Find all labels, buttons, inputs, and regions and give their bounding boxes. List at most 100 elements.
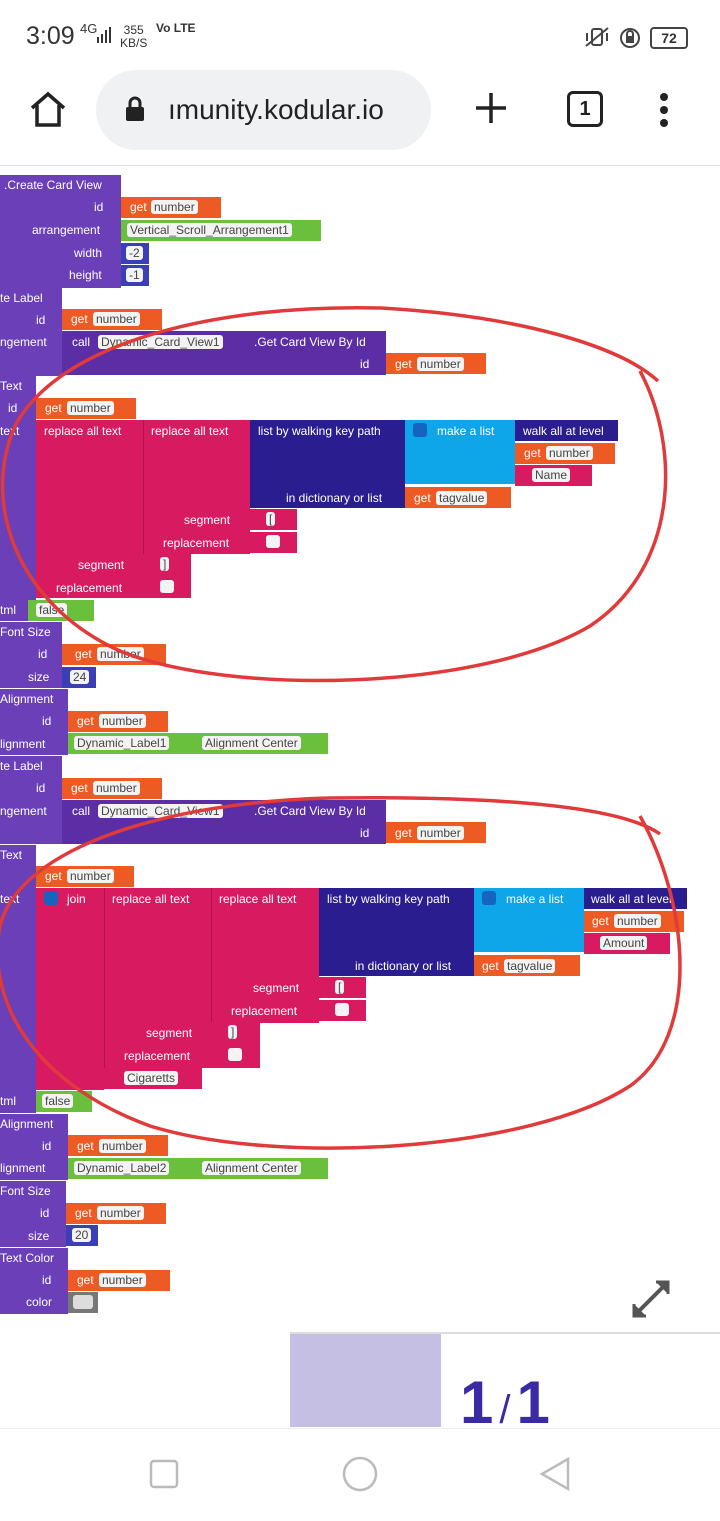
list-by-walking-block[interactable] <box>250 420 405 508</box>
set-text-block[interactable] <box>0 376 36 621</box>
create-label-block[interactable] <box>0 288 62 376</box>
block-title: .Create Card View <box>4 178 102 192</box>
string-field[interactable]: ] <box>228 1025 238 1039</box>
get-label: get <box>414 491 431 505</box>
number-field[interactable]: -2 <box>126 246 143 260</box>
browser-toolbar: ımunity.kodular.io 1 <box>0 70 720 166</box>
param-label: id <box>94 200 104 214</box>
block-label: walk all at level <box>591 892 672 906</box>
tab-switcher-button[interactable]: 1 <box>567 91 603 127</box>
block-title: Font Size <box>0 1184 51 1198</box>
string-field[interactable]: ] <box>160 557 170 571</box>
new-tab-icon[interactable] <box>474 91 508 130</box>
page-progress-bar <box>290 1334 441 1427</box>
number-field[interactable]: 24 <box>70 670 90 684</box>
variable-field[interactable]: number <box>614 914 661 928</box>
component-field[interactable]: Dynamic_Label1 <box>74 736 170 750</box>
option-field[interactable]: Alignment Center <box>202 736 301 750</box>
color-swatch[interactable] <box>73 1295 93 1309</box>
gear-icon[interactable] <box>482 891 496 905</box>
param-label: id <box>360 826 370 840</box>
param-label: size <box>28 1229 50 1243</box>
variable-field[interactable]: number <box>67 869 114 883</box>
variable-field[interactable]: tagvalue <box>504 959 556 973</box>
boolean-field[interactable]: false <box>42 1094 74 1108</box>
recent-apps-icon[interactable] <box>149 1459 179 1494</box>
param-label: id <box>42 1139 52 1153</box>
variable-field[interactable]: number <box>99 1273 146 1287</box>
string-field[interactable] <box>228 1048 242 1061</box>
variable-field[interactable]: number <box>67 401 114 415</box>
string-field[interactable] <box>160 580 174 593</box>
get-label: get <box>75 1206 92 1220</box>
component-field[interactable]: Vertical_Scroll_Arrangement1 <box>127 223 292 237</box>
expand-icon[interactable] <box>630 1278 672 1325</box>
list-by-walking-block[interactable] <box>319 888 474 976</box>
param-label: id <box>360 357 370 371</box>
block-label: replace all text <box>151 424 229 438</box>
component-field[interactable]: Dynamic_Card_View1 <box>98 335 223 349</box>
set-text-color-block[interactable] <box>0 1248 68 1314</box>
walk-all-block[interactable] <box>515 420 618 441</box>
param-label: color <box>26 1295 53 1309</box>
more-options-icon[interactable] <box>658 92 670 133</box>
variable-field[interactable]: number <box>99 1139 146 1153</box>
set-font-size-block[interactable] <box>0 1181 66 1247</box>
variable-field[interactable]: number <box>93 781 140 795</box>
replace-all-block[interactable] <box>211 888 319 1023</box>
set-font-size-block[interactable] <box>0 622 62 688</box>
get-label: get <box>130 200 147 214</box>
component-field[interactable]: Dynamic_Label2 <box>74 1161 170 1175</box>
variable-field[interactable]: number <box>417 826 464 840</box>
string-field[interactable]: [ <box>335 980 345 994</box>
variable-field[interactable]: number <box>546 446 593 460</box>
component-field[interactable]: Dynamic_Card_View1 <box>98 804 223 818</box>
home-nav-icon[interactable] <box>341 1455 379 1498</box>
gear-icon[interactable] <box>413 423 427 437</box>
param-label: segment <box>184 513 231 527</box>
variable-field[interactable]: number <box>97 1206 144 1220</box>
page-counter-text: 1/1 <box>460 1369 550 1436</box>
home-icon[interactable] <box>28 90 68 135</box>
block-label: in dictionary or list <box>355 959 452 973</box>
replace-all-block[interactable] <box>143 420 250 554</box>
block-title: Font Size <box>0 625 51 639</box>
create-card-view-block[interactable] <box>0 175 121 288</box>
string-field[interactable] <box>266 535 280 548</box>
variable-field[interactable]: number <box>97 647 144 661</box>
status-time: 3:09 <box>26 22 75 50</box>
block-label: replace all text <box>44 424 122 438</box>
variable-field[interactable]: number <box>417 357 464 371</box>
set-alignment-block[interactable] <box>0 1114 68 1180</box>
string-field[interactable] <box>335 1003 349 1016</box>
string-field[interactable]: Cigaretts <box>124 1071 179 1085</box>
join-block[interactable] <box>36 888 104 1090</box>
number-field[interactable]: 20 <box>72 1228 92 1242</box>
url-text[interactable]: ımunity.kodular.io <box>168 94 384 125</box>
back-icon[interactable] <box>538 1456 572 1497</box>
get-label: get <box>395 826 412 840</box>
gear-icon[interactable] <box>44 891 58 905</box>
blocks-workspace[interactable]: .Create Card View id arrangement width h… <box>0 166 720 1332</box>
variable-field[interactable]: tagvalue <box>436 491 488 505</box>
option-field[interactable]: Alignment Center <box>202 1161 301 1175</box>
variable-field[interactable]: number <box>93 312 140 326</box>
variable-field[interactable]: number <box>151 200 198 214</box>
boolean-field[interactable]: false <box>36 603 68 617</box>
get-label: get <box>77 1139 94 1153</box>
number-field[interactable]: -1 <box>126 268 143 282</box>
block-title: Text <box>0 379 23 393</box>
address-bar[interactable] <box>96 70 431 150</box>
set-alignment-block[interactable] <box>0 689 68 755</box>
get-label: get <box>71 781 88 795</box>
param-label: id <box>42 1273 52 1287</box>
walk-all-block[interactable] <box>584 888 687 909</box>
network-indicator: 4G <box>80 21 98 36</box>
string-field[interactable]: Name <box>532 468 571 482</box>
param-label: replacement <box>124 1049 191 1063</box>
string-field[interactable]: Amount <box>600 936 648 950</box>
string-field[interactable]: [ <box>266 512 276 526</box>
create-label-block[interactable] <box>0 756 62 844</box>
variable-field[interactable]: number <box>99 714 146 728</box>
call-label: call <box>72 335 91 349</box>
